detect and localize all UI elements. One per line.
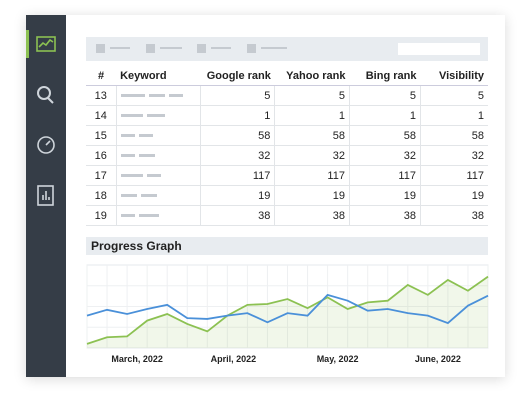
column-header: Keyword [116, 66, 201, 86]
rank-cell: 38 [274, 205, 350, 226]
rank-cell: 1 [274, 105, 350, 126]
search-icon[interactable] [37, 86, 54, 104]
rank-cell: 5 [419, 85, 488, 106]
rank-cell: 5 [348, 85, 421, 106]
rank-cell: 38 [200, 205, 275, 226]
rank-cell: 58 [348, 125, 421, 146]
graph-title: Progress Graph [86, 237, 488, 255]
rank-cell: 32 [348, 145, 421, 166]
keyword-placeholder [168, 94, 183, 98]
table-row: 18 19 19 19 19 [86, 185, 488, 206]
keyword-cell [115, 105, 201, 126]
sidebar [26, 15, 66, 377]
rank-cell: 19 [200, 185, 275, 206]
keyword-placeholder [148, 94, 165, 98]
keyword-placeholder [120, 154, 135, 158]
keyword-cell [115, 145, 201, 166]
rank-cell: 1 [348, 105, 421, 126]
nav-icons [36, 36, 56, 206]
report-icon[interactable] [37, 185, 54, 206]
toolbar-placeholders [96, 43, 480, 55]
keyword-cell [115, 185, 201, 206]
keyword-placeholder [138, 154, 155, 158]
rank-cell: 38 [348, 205, 421, 226]
row-number: 14 [86, 105, 117, 126]
rank-cell: 32 [274, 145, 350, 166]
rank-cell: 5 [200, 85, 275, 106]
speed-icon[interactable] [37, 136, 55, 154]
rank-cell: 19 [274, 185, 350, 206]
row-number: 19 [86, 205, 117, 226]
rank-cell: 117 [348, 165, 421, 186]
x-tick-label: June, 2022 [415, 354, 461, 364]
table-row: 17 117 117 117 117 [86, 165, 488, 186]
line-series [86, 275, 489, 345]
dashboard-icon[interactable] [36, 36, 56, 52]
table-row: 16 32 32 32 32 [86, 145, 488, 166]
rank-cell: 117 [274, 165, 350, 186]
x-tick-label: April, 2022 [211, 354, 257, 364]
column-header: Bing rank [349, 66, 421, 86]
keyword-placeholder [140, 194, 157, 198]
keyword-placeholder [146, 174, 161, 178]
keyword-placeholder [120, 114, 143, 118]
table-row: 14 1 1 1 1 [86, 105, 488, 126]
keyword-cell [115, 85, 201, 106]
keyword-placeholder [120, 134, 135, 138]
rank-cell: 38 [419, 205, 488, 226]
column-header: # [86, 66, 117, 86]
line-series [86, 293, 489, 325]
keyword-placeholder [120, 194, 137, 198]
rank-cell: 19 [348, 185, 421, 206]
toolbar [86, 37, 488, 61]
column-header: Google rank [200, 66, 275, 86]
keyword-cell [115, 125, 201, 146]
keyword-placeholder [120, 214, 135, 218]
keyword-placeholder [120, 174, 143, 178]
row-number: 15 [86, 125, 117, 146]
rank-cell: 5 [274, 85, 350, 106]
table-row: 19 38 38 38 38 [86, 205, 488, 226]
keyword-placeholder [138, 134, 153, 138]
x-tick-label: March, 2022 [111, 354, 163, 364]
rank-cell: 1 [419, 105, 488, 126]
app-window: # Keyword Google rank Yahoo rank Bing rank Vi… [26, 15, 505, 377]
rank-cell: 117 [200, 165, 275, 186]
rank-cell: 58 [419, 125, 488, 146]
table-row: 15 58 58 58 58 [86, 125, 488, 146]
column-header: Yahoo rank [274, 66, 350, 86]
rank-cell: 32 [200, 145, 275, 166]
row-number: 16 [86, 145, 117, 166]
keyword-cell [115, 205, 201, 226]
keyword-placeholder [138, 214, 159, 218]
row-number: 18 [86, 185, 117, 206]
row-number: 13 [86, 85, 117, 106]
column-header: Visibility [420, 66, 488, 86]
keyword-placeholder [146, 114, 165, 118]
row-number: 17 [86, 165, 117, 186]
keyword-cell [115, 165, 201, 186]
rank-cell: 58 [274, 125, 350, 146]
table-row: 13 5 5 5 5 [86, 85, 488, 106]
rank-cell: 32 [419, 145, 488, 166]
rank-cell: 117 [419, 165, 488, 186]
active-indicator [26, 30, 29, 58]
x-tick-label: May, 2022 [317, 354, 359, 364]
rank-cell: 19 [419, 185, 488, 206]
keyword-placeholder [120, 94, 145, 98]
rank-table: # Keyword Google rank Yahoo rank Bing rank Vi… [86, 66, 488, 226]
rank-cell: 1 [200, 105, 275, 126]
rank-cell: 58 [200, 125, 275, 146]
